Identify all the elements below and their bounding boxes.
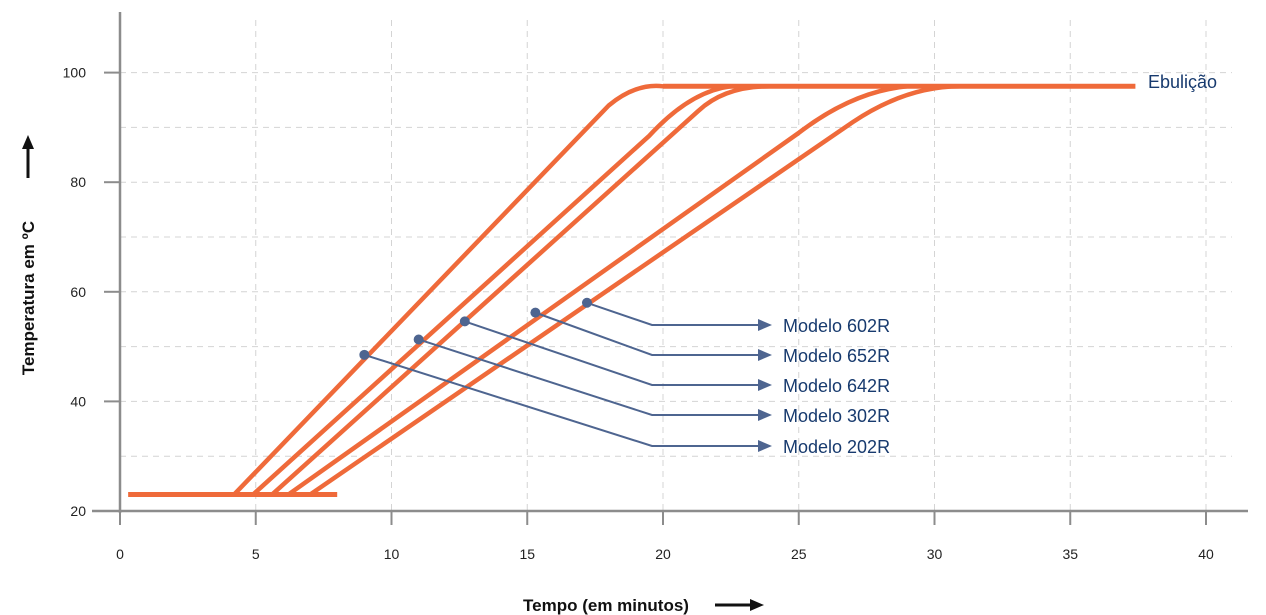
model-label: Modelo 202R — [783, 437, 890, 457]
model-label: Modelo 602R — [783, 316, 890, 336]
curve-modelo-642r — [269, 84, 774, 497]
x-tick-label: 0 — [116, 546, 124, 562]
curve-modelo-652r — [286, 84, 910, 497]
y-tick-label: 20 — [70, 503, 86, 519]
axes — [92, 12, 1248, 525]
curve-marker — [530, 307, 541, 318]
x-tick-label: 35 — [1062, 546, 1078, 562]
callout-line — [418, 338, 760, 416]
y-tick-label: 60 — [70, 284, 86, 300]
y-axis-arrow — [22, 135, 34, 178]
model-label: Modelo 652R — [783, 346, 890, 366]
curve-modelo-302r — [250, 84, 734, 497]
curve-modelo-602r — [307, 84, 964, 497]
callout-arrowhead — [758, 349, 772, 361]
x-tick-label: 20 — [655, 546, 671, 562]
model-label: Modelo 302R — [783, 406, 890, 426]
curve-modelo-202r — [231, 83, 666, 497]
curve-marker — [413, 334, 424, 345]
x-axis-arrow — [715, 599, 764, 611]
curve-marker — [459, 316, 470, 327]
model-callouts: Modelo 602R Modelo 652R Modelo 642R Modelo … — [359, 297, 890, 457]
x-axis-title: Tempo (em minutos) — [523, 596, 689, 615]
callout-line — [586, 301, 760, 326]
y-tick-label: 80 — [70, 174, 86, 190]
callout-arrowhead — [758, 409, 772, 421]
x-tick-label: 10 — [384, 546, 400, 562]
tick-labels: 0 5 10 15 20 25 30 35 40 20 40 60 80 100 — [63, 65, 1214, 562]
callout-line — [535, 311, 760, 356]
heating-curves — [128, 83, 1136, 498]
callout-arrowhead — [758, 379, 772, 391]
curve-marker — [581, 297, 592, 308]
y-tick-label: 40 — [70, 393, 86, 409]
x-tick-label: 25 — [791, 546, 807, 562]
x-tick-label: 40 — [1198, 546, 1214, 562]
callout-arrowhead — [758, 440, 772, 452]
x-tick-label: 5 — [252, 546, 260, 562]
x-tick-label: 15 — [519, 546, 535, 562]
grid-lines — [120, 20, 1232, 511]
model-label: Modelo 642R — [783, 376, 890, 396]
callout-arrowhead — [758, 319, 772, 331]
callout-line — [364, 353, 760, 447]
boil-label: Ebulição — [1148, 72, 1217, 92]
x-tick-label: 30 — [927, 546, 943, 562]
y-axis-title: Temperatura em ºC — [19, 221, 38, 375]
y-tick-label: 100 — [63, 65, 87, 81]
callout-line — [464, 320, 760, 386]
curve-marker — [359, 349, 370, 360]
